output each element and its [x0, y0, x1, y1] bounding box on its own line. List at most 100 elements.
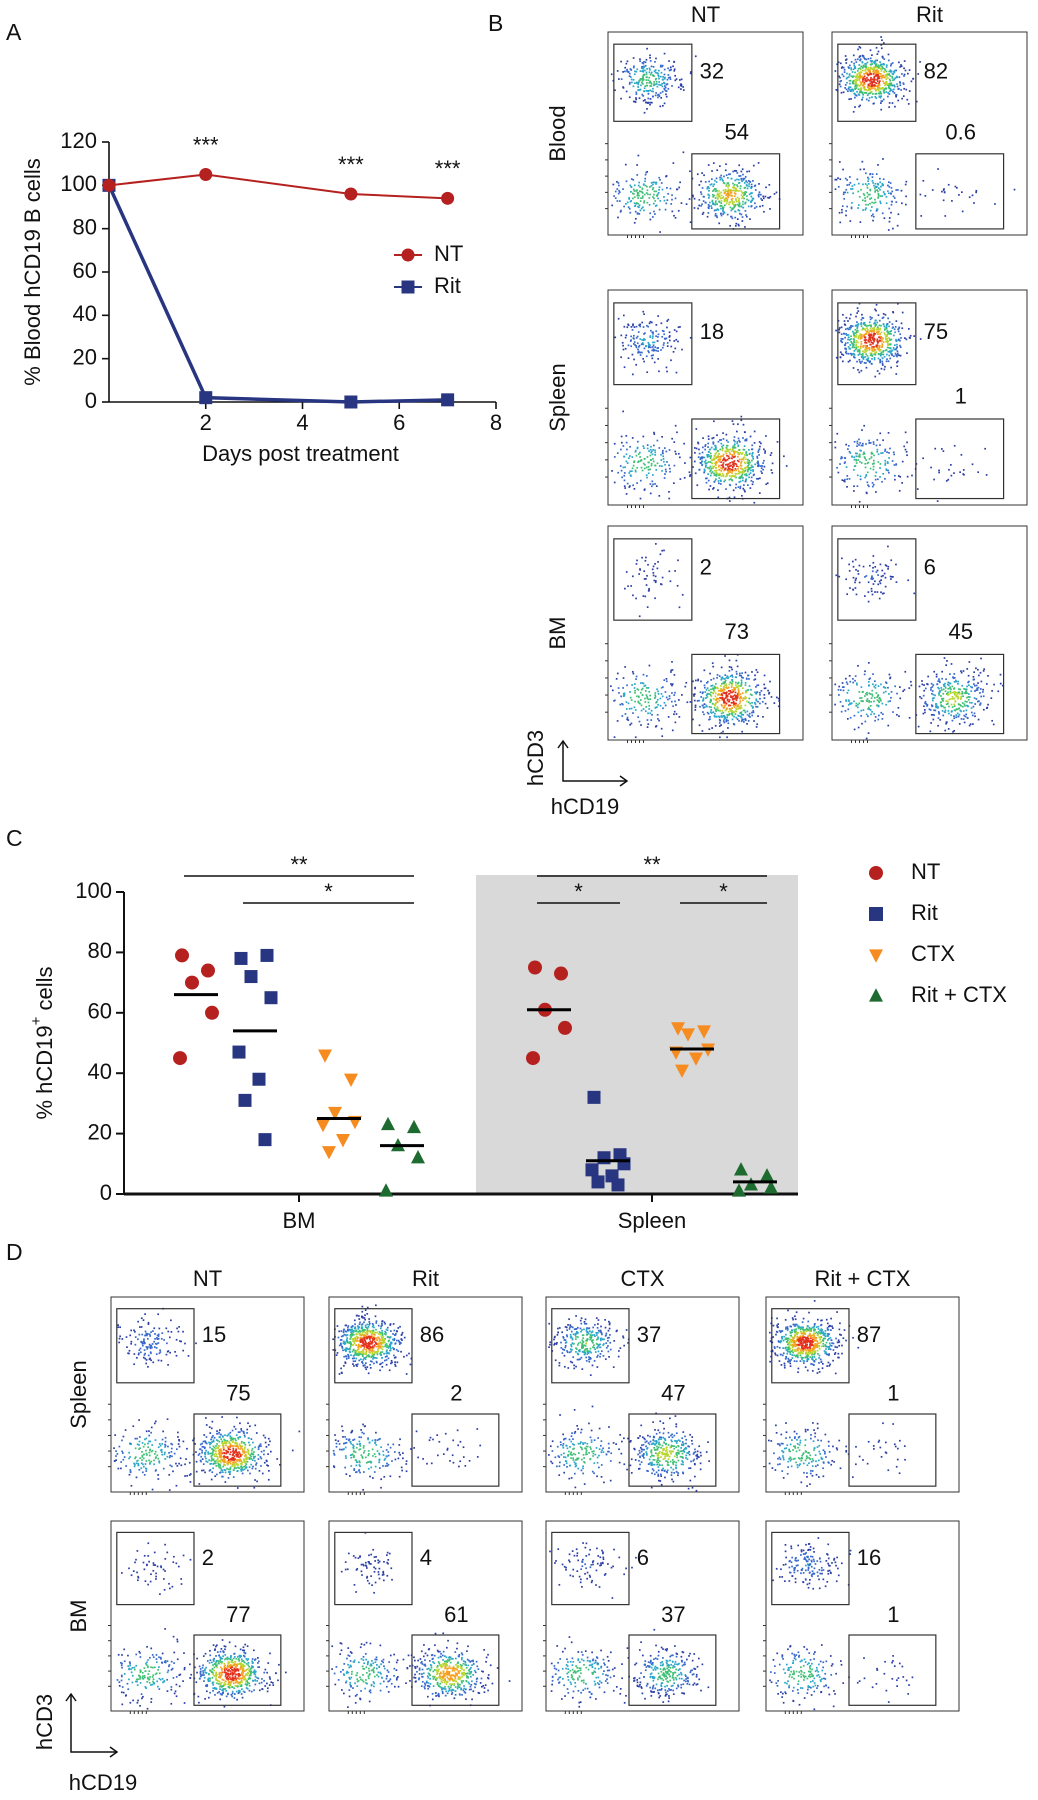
event-dot — [874, 353, 877, 356]
event-dot — [863, 351, 866, 354]
event-dot — [673, 464, 676, 467]
event-dot — [713, 448, 716, 451]
event-dot — [724, 655, 726, 657]
event-dot — [712, 442, 715, 444]
event-dot — [642, 435, 645, 438]
event-dot — [660, 686, 663, 689]
event-dot — [869, 318, 872, 321]
event-dot — [757, 477, 760, 480]
event-dot — [859, 73, 861, 76]
event-dot — [678, 606, 681, 609]
event-dot — [746, 710, 749, 713]
event-dot — [143, 1340, 145, 1343]
event-dot — [118, 1341, 121, 1344]
event-dot — [657, 690, 659, 693]
event-dot — [716, 674, 719, 676]
event-dot — [899, 475, 902, 478]
event-dot — [840, 353, 843, 355]
event-dot — [633, 82, 636, 85]
event-dot — [629, 474, 632, 476]
event-dot — [707, 473, 709, 475]
event-dot — [618, 692, 620, 694]
event-dot — [706, 453, 709, 456]
data-point — [675, 1064, 689, 1078]
event-dot — [858, 72, 861, 74]
event-dot — [718, 190, 720, 192]
event-dot — [717, 209, 720, 211]
event-dot — [727, 455, 730, 458]
event-dot — [946, 683, 949, 686]
event-dot — [860, 323, 862, 326]
event-dot — [878, 319, 881, 322]
event-dot — [737, 704, 739, 706]
event-dot — [724, 691, 727, 694]
event-dot — [837, 186, 840, 188]
event-dot — [670, 700, 673, 703]
data-point — [232, 1045, 246, 1059]
event-dot — [736, 178, 738, 181]
event-dot — [717, 697, 720, 700]
event-dot — [877, 348, 880, 351]
event-dot — [892, 334, 895, 337]
event-dot — [879, 349, 882, 351]
event-dot — [626, 68, 628, 71]
event-dot — [850, 702, 853, 705]
data-point — [336, 1134, 350, 1148]
event-dot — [694, 706, 697, 709]
event-dot — [756, 684, 758, 687]
event-dot — [888, 693, 890, 695]
event-dot — [668, 60, 670, 62]
event-dot — [713, 189, 715, 191]
event-dot — [977, 682, 979, 684]
event-dot — [857, 570, 859, 572]
event-dot — [764, 687, 767, 690]
event-dot — [848, 67, 850, 69]
event-dot — [960, 705, 962, 707]
event-dot — [859, 90, 861, 93]
flow-plot: 751 — [829, 289, 1028, 508]
event-dot — [958, 707, 961, 710]
event-dot — [657, 72, 659, 75]
event-dot — [700, 462, 702, 464]
event-dot — [749, 693, 752, 696]
event-dot — [862, 709, 865, 711]
event-dot — [649, 454, 652, 457]
event-dot — [861, 429, 863, 431]
event-dot — [876, 326, 879, 328]
event-dot — [730, 194, 733, 197]
event-dot — [844, 710, 847, 712]
event-dot — [844, 478, 846, 481]
event-dot — [654, 694, 657, 696]
event-dot — [717, 496, 720, 499]
event-dot — [740, 419, 743, 422]
event-dot — [630, 186, 633, 189]
event-dot — [659, 64, 662, 67]
event-dot — [654, 581, 657, 584]
event-dot — [675, 704, 677, 706]
event-dot — [870, 352, 873, 355]
event-dot — [736, 686, 739, 689]
event-dot — [149, 1357, 151, 1360]
event-dot — [650, 709, 653, 712]
event-dot — [861, 722, 863, 725]
event-dot — [883, 332, 886, 334]
event-dot — [726, 195, 729, 198]
event-dot — [738, 453, 740, 456]
event-dot — [757, 162, 760, 164]
event-dot — [890, 559, 893, 562]
event-dot — [872, 81, 875, 83]
event-dot — [884, 84, 886, 87]
event-dot — [651, 74, 654, 76]
event-dot — [645, 79, 648, 81]
event-dot — [651, 357, 654, 360]
event-dot — [743, 718, 745, 721]
event-dot — [729, 191, 732, 194]
event-dot — [642, 682, 645, 685]
event-dot — [757, 451, 760, 453]
event-dot — [977, 686, 980, 689]
event-dot — [658, 81, 661, 83]
event-dot — [625, 90, 628, 93]
event-dot — [656, 94, 659, 96]
event-dot — [740, 704, 743, 707]
event-dot — [652, 341, 654, 344]
